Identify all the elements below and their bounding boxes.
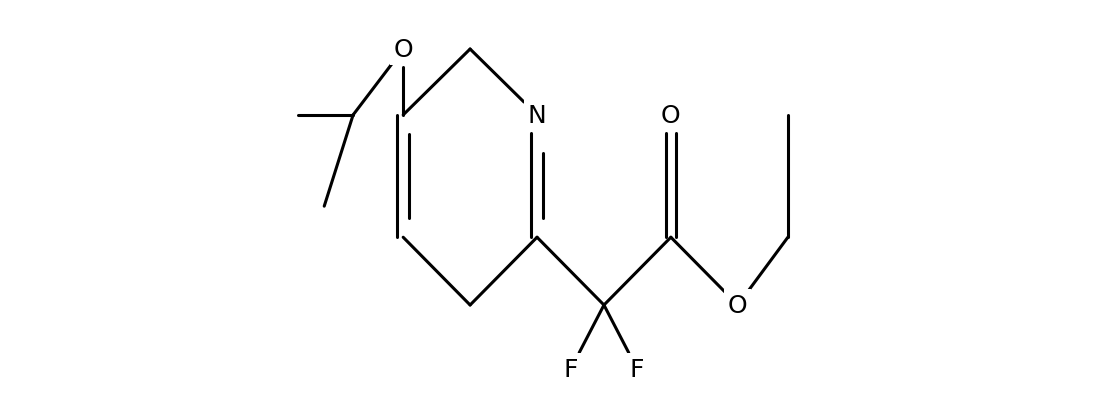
Text: O: O bbox=[661, 103, 681, 128]
Text: O: O bbox=[728, 293, 747, 317]
Text: F: F bbox=[563, 357, 577, 381]
Text: O: O bbox=[393, 38, 413, 62]
Text: N: N bbox=[528, 103, 547, 128]
Text: F: F bbox=[630, 357, 645, 381]
